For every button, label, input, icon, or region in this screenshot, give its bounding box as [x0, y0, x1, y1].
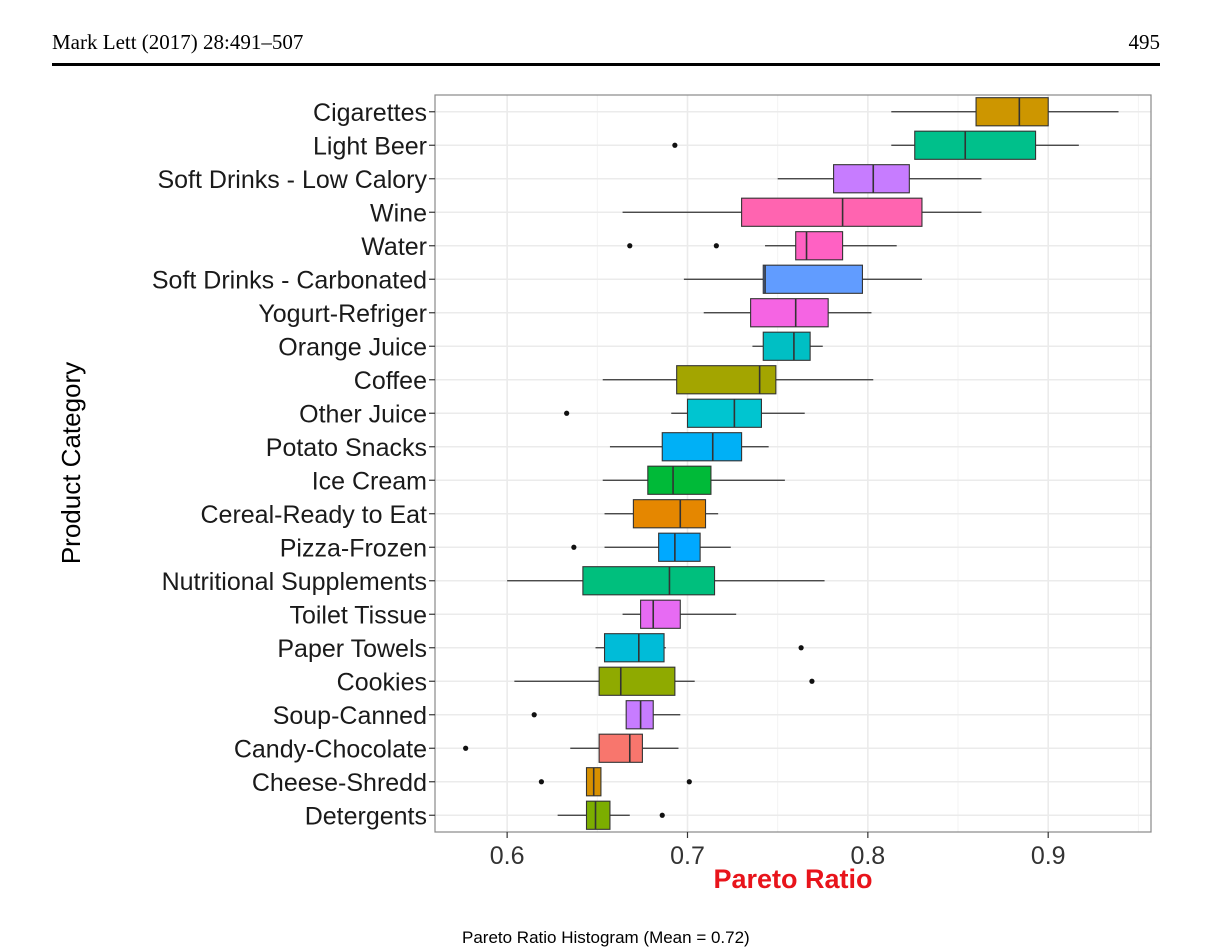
box-iqr [676, 365, 777, 395]
y-tick-label: Ice Cream [312, 467, 427, 495]
box-iqr [795, 231, 844, 261]
y-tick-label: Pizza-Frozen [280, 534, 427, 562]
y-tick-label: Cigarettes [313, 99, 427, 127]
page-number: 495 [1128, 30, 1161, 54]
box-iqr [975, 97, 1049, 127]
plot-panel-border [434, 94, 1152, 833]
box-iqr [762, 264, 863, 294]
y-tick-label: Cheese-Shredd [252, 769, 427, 797]
y-tick-label: Yogurt-Refriger [258, 300, 427, 328]
outlier-point [571, 544, 577, 550]
x-axis-ticks: 0.6 0.7 0.8 0.9 [490, 832, 1066, 870]
y-tick-label: Coffee [354, 367, 427, 395]
box-iqr [582, 566, 716, 596]
x-axis-title: Pareto Ratio [713, 864, 872, 894]
outlier-point [564, 410, 570, 416]
outlier-point [659, 812, 665, 818]
x-tick-label: 0.6 [490, 842, 525, 870]
outlier-point [686, 779, 692, 785]
outlier-point [713, 243, 719, 249]
y-tick-label: Nutritional Supplements [162, 568, 427, 596]
y-tick-label: Candy-Chocolate [234, 735, 427, 763]
box-iqr [658, 532, 701, 562]
y-tick-label: Detergents [305, 802, 427, 830]
boxes [582, 97, 1049, 830]
box-iqr [632, 499, 707, 529]
x-tick-label: 0.8 [850, 842, 885, 870]
running-head: Mark Lett (2017) 28:491–507 495 [52, 26, 1160, 66]
y-tick-label: Soup-Canned [273, 702, 427, 730]
journal-citation: Mark Lett (2017) 28:491–507 [52, 30, 304, 54]
y-tick-label: Toilet Tissue [289, 601, 427, 629]
box-iqr [585, 800, 611, 830]
y-tick-label: Light Beer [313, 132, 427, 160]
x-tick-label: 0.7 [670, 842, 705, 870]
y-tick-label: Water [361, 233, 427, 261]
y-tick-label: Soft Drinks - Carbonated [152, 266, 427, 294]
outlier-point [672, 142, 678, 148]
box-iqr [598, 733, 643, 763]
y-axis-ticks: Cigarettes Light Beer Soft Drinks - Low Ca… [152, 99, 435, 830]
outlier-point [798, 645, 804, 651]
y-tick-label: Orange Juice [278, 333, 427, 361]
box-iqr [598, 666, 676, 696]
box-iqr [750, 298, 829, 328]
box-iqr [640, 599, 681, 629]
box-iqr [625, 700, 654, 730]
box-iqr [686, 398, 762, 428]
header-rule [52, 63, 1160, 66]
box-iqr [762, 331, 811, 361]
figure-caption-fragment: Pareto Ratio Histogram (Mean = 0.72) [462, 928, 750, 947]
y-tick-label: Soft Drinks - Low Calory [157, 166, 427, 194]
outlier-point [627, 243, 633, 249]
box-iqr [647, 465, 712, 495]
outlier-point [531, 712, 537, 718]
outlier-point [809, 678, 815, 684]
box-iqr [661, 432, 743, 462]
box-iqr [833, 164, 910, 194]
outlier-point [463, 745, 469, 751]
outlier-point [538, 779, 545, 785]
x-tick-label: 0.9 [1031, 842, 1066, 870]
whiskers [507, 111, 1119, 816]
y-tick-label: Wine [370, 199, 427, 227]
y-tick-label: Other Juice [299, 400, 427, 428]
box-iqr [741, 197, 923, 227]
y-axis-title: Product Category [56, 362, 86, 564]
y-tick-label: Paper Towels [277, 635, 427, 663]
y-tick-label: Cookies [337, 668, 427, 696]
box-iqr [603, 633, 665, 663]
box-iqr [914, 130, 1037, 160]
y-tick-label: Cereal-Ready to Eat [200, 501, 427, 529]
outliers [463, 142, 815, 818]
y-tick-label: Potato Snacks [266, 434, 427, 462]
